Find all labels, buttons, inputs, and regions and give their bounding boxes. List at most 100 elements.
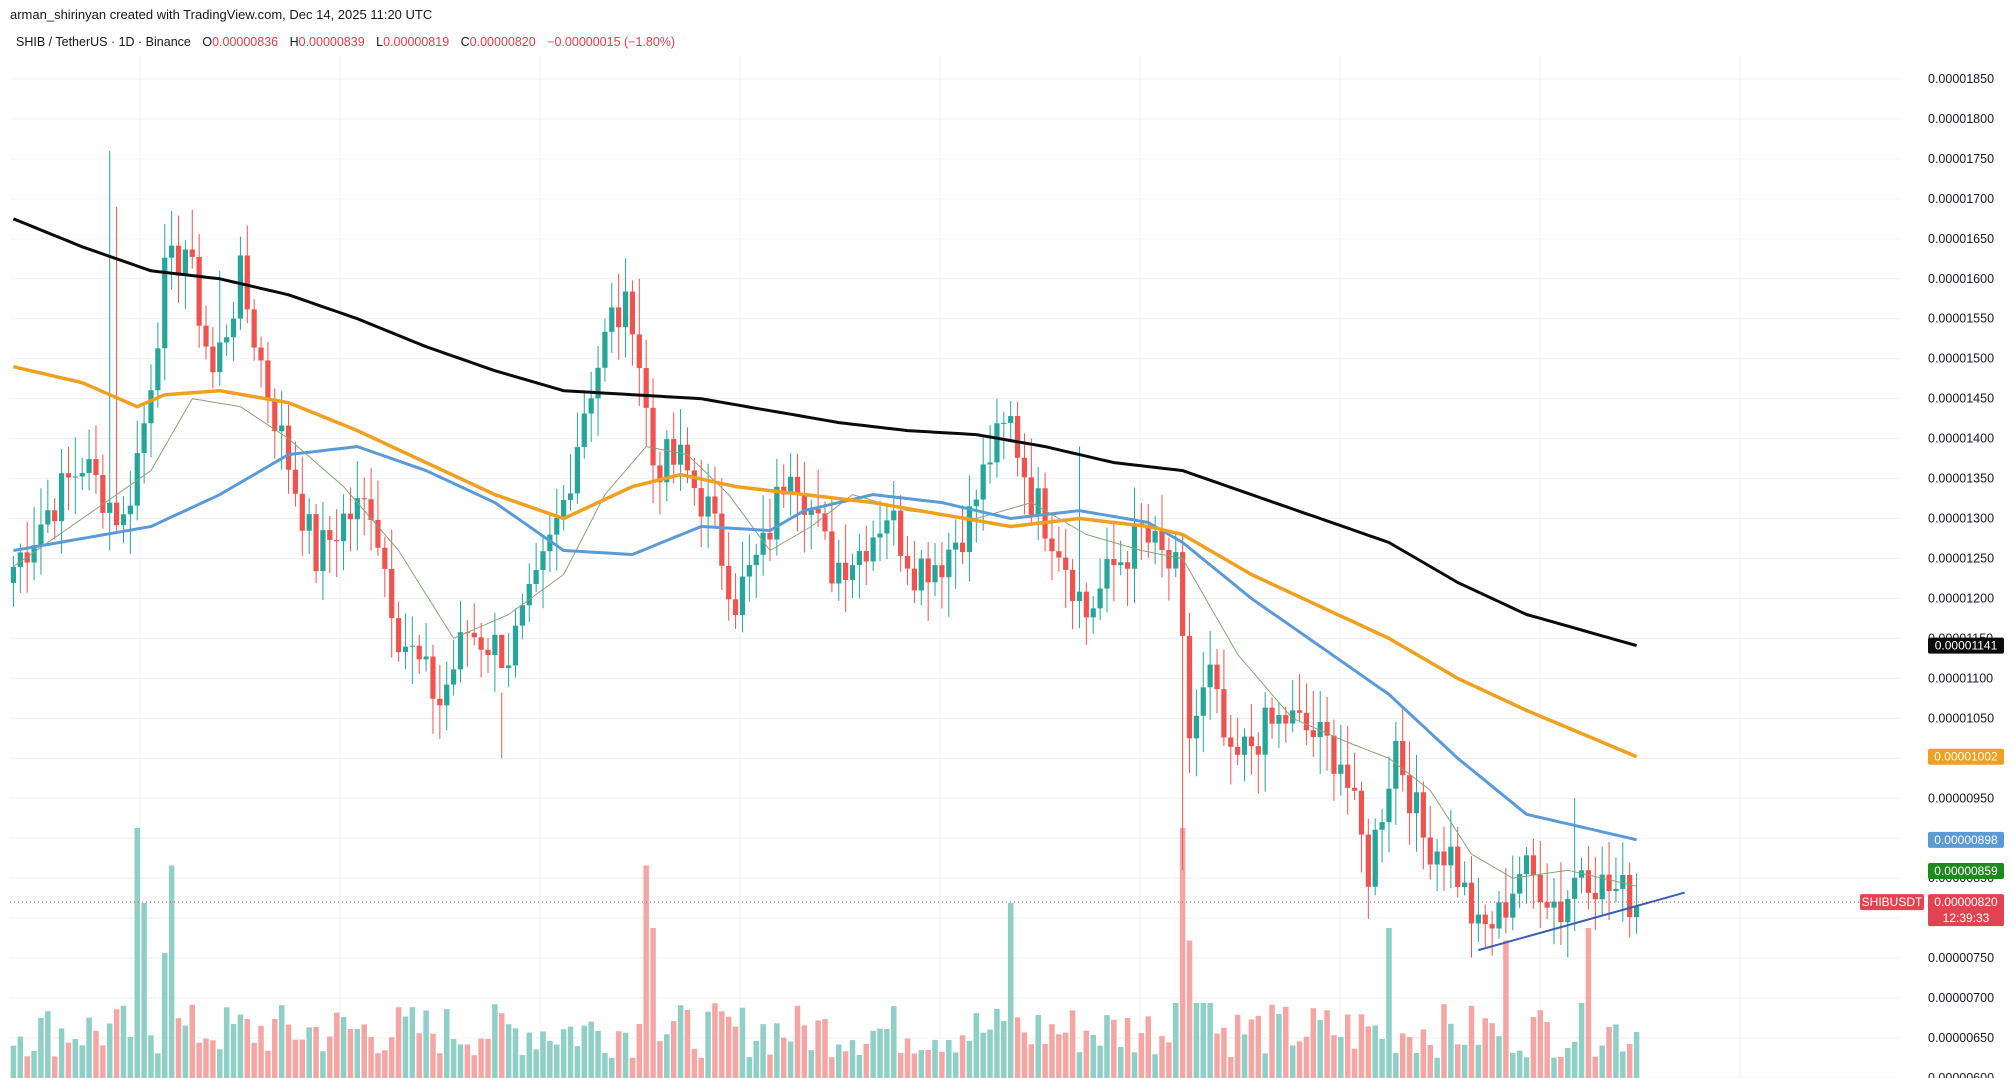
grid [10, 55, 1900, 1078]
volume-bar [1393, 1052, 1399, 1078]
candle-body [1290, 710, 1296, 724]
trendline-layer[interactable] [10, 891, 1900, 952]
candle-body [1633, 906, 1640, 918]
candle-body [1255, 746, 1261, 755]
volume-bar [1166, 1042, 1172, 1078]
countdown-text: 12:39:33 [1943, 911, 1990, 925]
volume-bar [959, 1035, 966, 1078]
volume-bar [313, 1026, 319, 1078]
ma-50-tag-bg [1928, 831, 2004, 848]
candle-body [664, 439, 670, 483]
ma-fast-line [13, 398, 1637, 887]
candle-body [801, 493, 807, 515]
volume-bar [464, 1044, 471, 1078]
support-trendline [1478, 891, 1685, 952]
volume-bar [870, 1030, 876, 1078]
high-value: 0.00000839 [298, 35, 365, 49]
ma-green-tag: 0.00000859 [1928, 863, 2004, 880]
volume-bar [10, 1045, 17, 1078]
candle-body [547, 534, 553, 552]
volume-bar [622, 1032, 629, 1078]
volume-bar [533, 1049, 539, 1078]
volume-bar [904, 1038, 911, 1078]
volume-bar [1338, 1036, 1344, 1078]
volume-bar [1468, 1005, 1475, 1078]
volume-bar [217, 1049, 223, 1078]
candle-body [471, 632, 477, 638]
volume-bar [1310, 1008, 1317, 1078]
volume-bar [725, 1016, 732, 1078]
volume-bar [808, 1050, 814, 1078]
volume-bar [664, 1034, 670, 1078]
candle-body [127, 505, 133, 515]
candle-body [1214, 664, 1220, 690]
volume-bar [182, 1025, 189, 1078]
volume-bar [1585, 928, 1592, 1078]
candle-body [107, 502, 113, 513]
symbol-line[interactable]: SHIB / TetherUS · 1D · Binance [16, 35, 191, 49]
change-value: −0.00000015 (−1.80%) [547, 35, 676, 49]
candle-body [52, 510, 58, 522]
y-tick-label: 0.00001550 [1928, 312, 1994, 326]
candle-body [258, 347, 264, 361]
candle-body [1551, 901, 1557, 908]
candle-body [932, 565, 938, 583]
volume-bar [1001, 1021, 1007, 1078]
volume-bar [994, 1009, 1000, 1078]
candle-body [1365, 834, 1371, 887]
candle-body [684, 444, 691, 471]
candle-body [994, 423, 1000, 463]
volume-bar [836, 1044, 842, 1078]
candle-body [863, 551, 869, 562]
candlesticks[interactable] [10, 150, 1640, 958]
candle-body [1606, 874, 1612, 891]
candle-body [375, 520, 381, 548]
volume-bar [155, 1053, 161, 1078]
price-axis[interactable]: 0.00001850 0.00001800 0.00001750 0.00001700… [1928, 72, 1994, 1078]
candle-body [1406, 775, 1413, 814]
volume-bar [973, 1013, 980, 1078]
volume-bar [230, 1023, 237, 1078]
volume-bar [1489, 1023, 1495, 1078]
candle-body [285, 425, 292, 470]
ma-100-tag-bg [1928, 748, 2004, 765]
candle-body [1014, 415, 1021, 458]
volume-bar [1193, 1003, 1200, 1078]
candle-body [1455, 846, 1461, 888]
volume-bar [1379, 1039, 1385, 1078]
volume-bar [595, 1030, 601, 1078]
volume-bar [437, 1053, 443, 1078]
volume-bar [1200, 1003, 1207, 1078]
volume-bar [554, 1044, 560, 1078]
candle-body [533, 570, 539, 585]
symbol-legend[interactable]: SHIB / TetherUS · 1D · Binance O0.000008… [16, 35, 675, 49]
current-price-tag: SHIBUSDT 0.00000820 12:39:33 [1860, 894, 2004, 927]
volume-bar [1007, 903, 1014, 1078]
candle-body [1558, 901, 1564, 923]
candle-body [1076, 591, 1083, 602]
volume-bar [526, 1032, 533, 1078]
volume-bar [327, 1036, 333, 1078]
price-tag-text: 0.00000820 [1934, 895, 1998, 909]
candle-body [1200, 687, 1206, 716]
volume-bar [1317, 1020, 1323, 1078]
y-tick-label: 0.00001500 [1928, 352, 1994, 366]
y-tick-label: 0.00001200 [1928, 591, 1994, 605]
candle-body [1503, 902, 1509, 918]
y-tick-label: 0.00001100 [1928, 671, 1993, 685]
candle-body [224, 337, 230, 343]
candle-body [1613, 888, 1619, 891]
volume-bar [1441, 1004, 1447, 1078]
candle-body [1159, 531, 1165, 550]
volume-bar [1448, 1023, 1454, 1078]
candle-body [1496, 902, 1502, 929]
candle-body [636, 334, 642, 369]
volume-bar [897, 1053, 904, 1078]
candle-body [272, 398, 278, 432]
candle-body [1345, 764, 1351, 788]
ma-50-tag-text: 0.00000898 [1934, 833, 1998, 847]
volume-bar [643, 865, 649, 1078]
volume-bar [1606, 1026, 1612, 1078]
candle-body [588, 398, 594, 414]
